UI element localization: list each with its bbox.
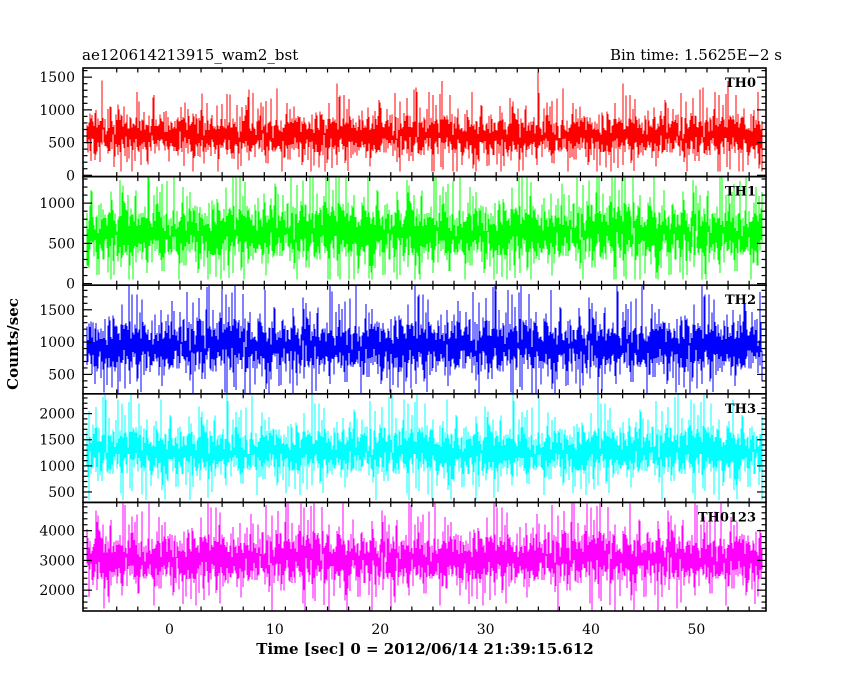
x-tick-label: 20 [371, 622, 389, 638]
y-tick-label: 1500 [39, 70, 75, 86]
y-tick-label: 500 [48, 136, 75, 152]
y-axis-label: Counts/sec [4, 298, 22, 390]
chart-title: ae120614213915_wam2_bst [82, 46, 298, 64]
panel-label-th3: TH3 [725, 402, 756, 417]
y-tick-label: 0 [66, 168, 75, 184]
y-tick-label: 2000 [39, 407, 75, 423]
y-tick-label: 1000 [39, 103, 75, 119]
x-tick-label: 30 [477, 622, 495, 638]
y-tick-label: 3000 [39, 553, 75, 569]
panel-th0123: 2000 3000 4000 TH0123 [39, 501, 767, 612]
panels: 0 500 1000 1500 TH0 0 500 1000 TH1 500 1000 1500 TH2… [39, 67, 767, 612]
panel-label-th2: TH2 [725, 293, 756, 308]
y-tick-label: 500 [48, 367, 75, 383]
series-th0 [86, 71, 763, 172]
y-tick-label: 2000 [39, 583, 75, 599]
panel-th1: 0 500 1000 TH1 [39, 175, 767, 293]
y-tick-label: 1500 [39, 433, 75, 449]
panel-frame [82, 501, 767, 612]
x-axis-label: Time [sec] 0 = 2012/06/14 21:39:15.612 [256, 640, 593, 658]
x-tick-label: 50 [688, 622, 706, 638]
x-axis: 0 10 20 30 40 50 [165, 622, 705, 638]
y-tick-label: 500 [48, 485, 75, 501]
series-th1 [86, 176, 763, 280]
x-tick-label: 0 [165, 622, 174, 638]
y-tick-label: 0 [66, 277, 75, 293]
y-tick-label: 1500 [39, 303, 75, 319]
x-tick-label: 40 [582, 622, 600, 638]
x-tick-label: 10 [266, 622, 284, 638]
y-tick-label: 500 [48, 236, 75, 252]
panel-th0: 0 500 1000 1500 TH0 [39, 67, 767, 184]
series-th0123 [86, 502, 763, 611]
panel-label-th0123: TH0123 [698, 510, 756, 525]
y-tick-label: 1000 [39, 196, 75, 212]
series-th3 [86, 393, 763, 500]
series-th2 [86, 285, 763, 394]
panel-label-th0: TH0 [725, 76, 756, 91]
panel-th2: 500 1000 1500 TH2 [39, 284, 767, 395]
panel-th3: 500 1000 1500 2000 TH3 [39, 392, 767, 504]
y-tick-label: 1000 [39, 459, 75, 475]
y-tick-label: 4000 [39, 524, 75, 540]
y-tick-label: 1000 [39, 335, 75, 351]
panel-label-th1: TH1 [725, 185, 756, 200]
bin-time-label: Bin time: 1.5625E−2 s [610, 46, 782, 64]
